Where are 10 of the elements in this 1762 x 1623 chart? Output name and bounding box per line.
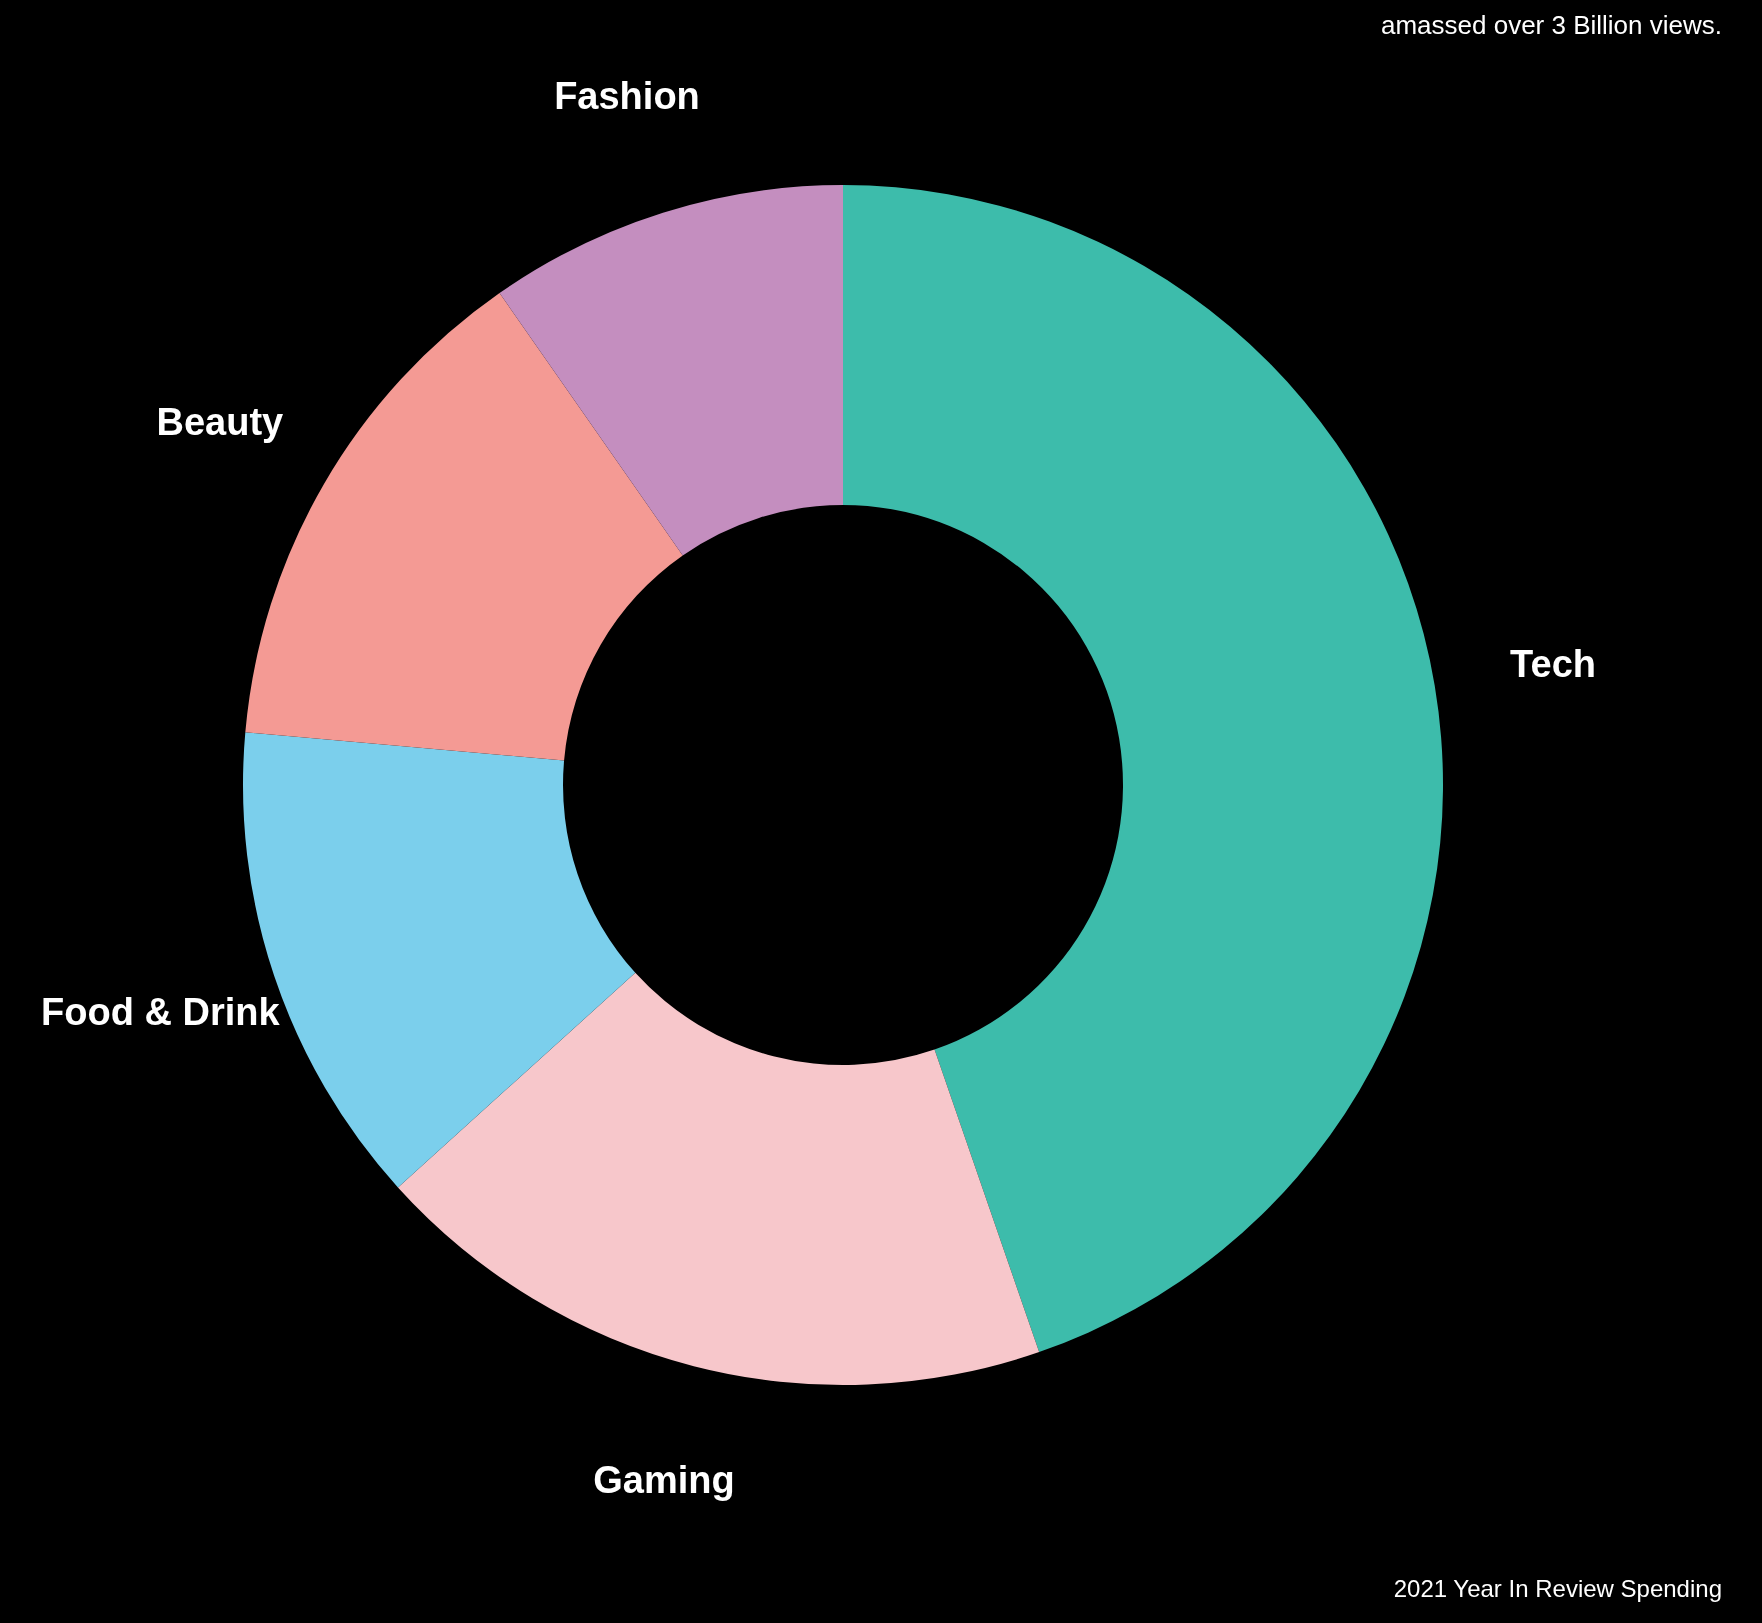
text: 2021 Year In Review Spending <box>1393 1575 1722 1603</box>
donut-slice <box>499 185 843 556</box>
donut-slice <box>843 185 1443 1353</box>
donut-slice <box>397 972 1040 1385</box>
slice-label: Fashion <box>554 75 700 118</box>
text: amassed over 3 Billion views. <box>1380 10 1722 41</box>
slice-label: Food & Drink <box>41 990 281 1033</box>
slice-label: Tech <box>1510 642 1596 685</box>
slice-label: Gaming <box>593 1459 735 1502</box>
slice-label: Beauty <box>156 401 284 444</box>
